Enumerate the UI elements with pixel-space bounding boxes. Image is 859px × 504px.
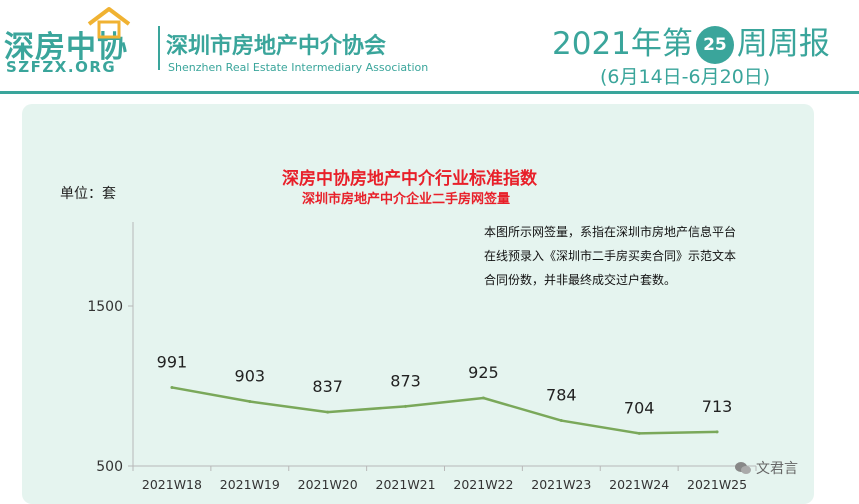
x-tick-label: 2021W22 [453, 477, 513, 492]
data-label: 784 [546, 386, 577, 405]
logo-domain: SZFZX.ORG [6, 58, 117, 76]
data-point [404, 404, 408, 408]
watermark: 文君言 [734, 458, 798, 478]
data-point [170, 385, 174, 389]
data-point [637, 431, 641, 435]
association-name-en: Shenzhen Real Estate Intermediary Associ… [168, 61, 429, 74]
x-tick-label: 2021W23 [531, 477, 591, 492]
y-tick-label: 1500 [87, 299, 123, 315]
house-icon [87, 7, 131, 39]
series-line [171, 386, 718, 435]
chart-title: 深房中协房地产中介行业标准指数 [282, 169, 537, 189]
x-tick-label: 2021W25 [687, 477, 747, 492]
x-tick-label: 2021W20 [298, 477, 358, 492]
x-tick-label: 2021W19 [220, 477, 280, 492]
data-point [248, 400, 252, 404]
chart-subtitle: 深圳市房地产中介企业二手房网签量 [302, 192, 511, 207]
data-label: 837 [312, 377, 343, 396]
x-tick-label: 2021W18 [142, 477, 202, 492]
unit-label: 单位：套 [60, 186, 116, 202]
data-label: 704 [624, 398, 655, 417]
report-title-prefix: 2021年第 [552, 26, 693, 62]
data-label: 925 [468, 363, 499, 382]
note-line: 本图所示网签量，系指在深圳市房地产信息平台 [484, 225, 737, 239]
logo-divider [158, 26, 160, 70]
chart-panel [22, 104, 814, 504]
week-number-badge: 25 [695, 26, 734, 64]
report-title: 2021年第 25 周周报 [552, 18, 830, 64]
report-header: 深房中协 SZFZX.ORG 深圳市房地产中介协会 Shenzhen Real … [0, 0, 859, 94]
watermark-text: 文君言 [756, 461, 798, 477]
report-date-range: (6月14日-6月20日) [600, 66, 771, 88]
x-tick-label: 2021W24 [609, 477, 669, 492]
header-divider [0, 91, 859, 94]
chart-note: 本图所示网签量，系指在深圳市房地产信息平台 在线预录入《深圳市二手房买卖合同》示… [484, 220, 784, 292]
data-label: 713 [702, 397, 733, 416]
data-point [481, 396, 485, 400]
data-point [559, 419, 563, 423]
x-tick-label: 2021W21 [376, 477, 436, 492]
wechat-icon [735, 462, 751, 474]
data-label: 991 [157, 352, 188, 371]
data-point [715, 430, 719, 434]
y-tick-label: 500 [96, 459, 123, 475]
data-label: 873 [390, 371, 421, 390]
data-point [326, 410, 330, 414]
data-label: 903 [235, 367, 266, 386]
association-name: 深圳市房地产中介协会 [166, 34, 387, 59]
report-title-suffix: 周周报 [736, 26, 830, 62]
note-line: 合同份数，并非最终成交过户套数。 [484, 273, 677, 287]
note-line: 在线预录入《深圳市二手房买卖合同》示范文本 [484, 249, 737, 263]
